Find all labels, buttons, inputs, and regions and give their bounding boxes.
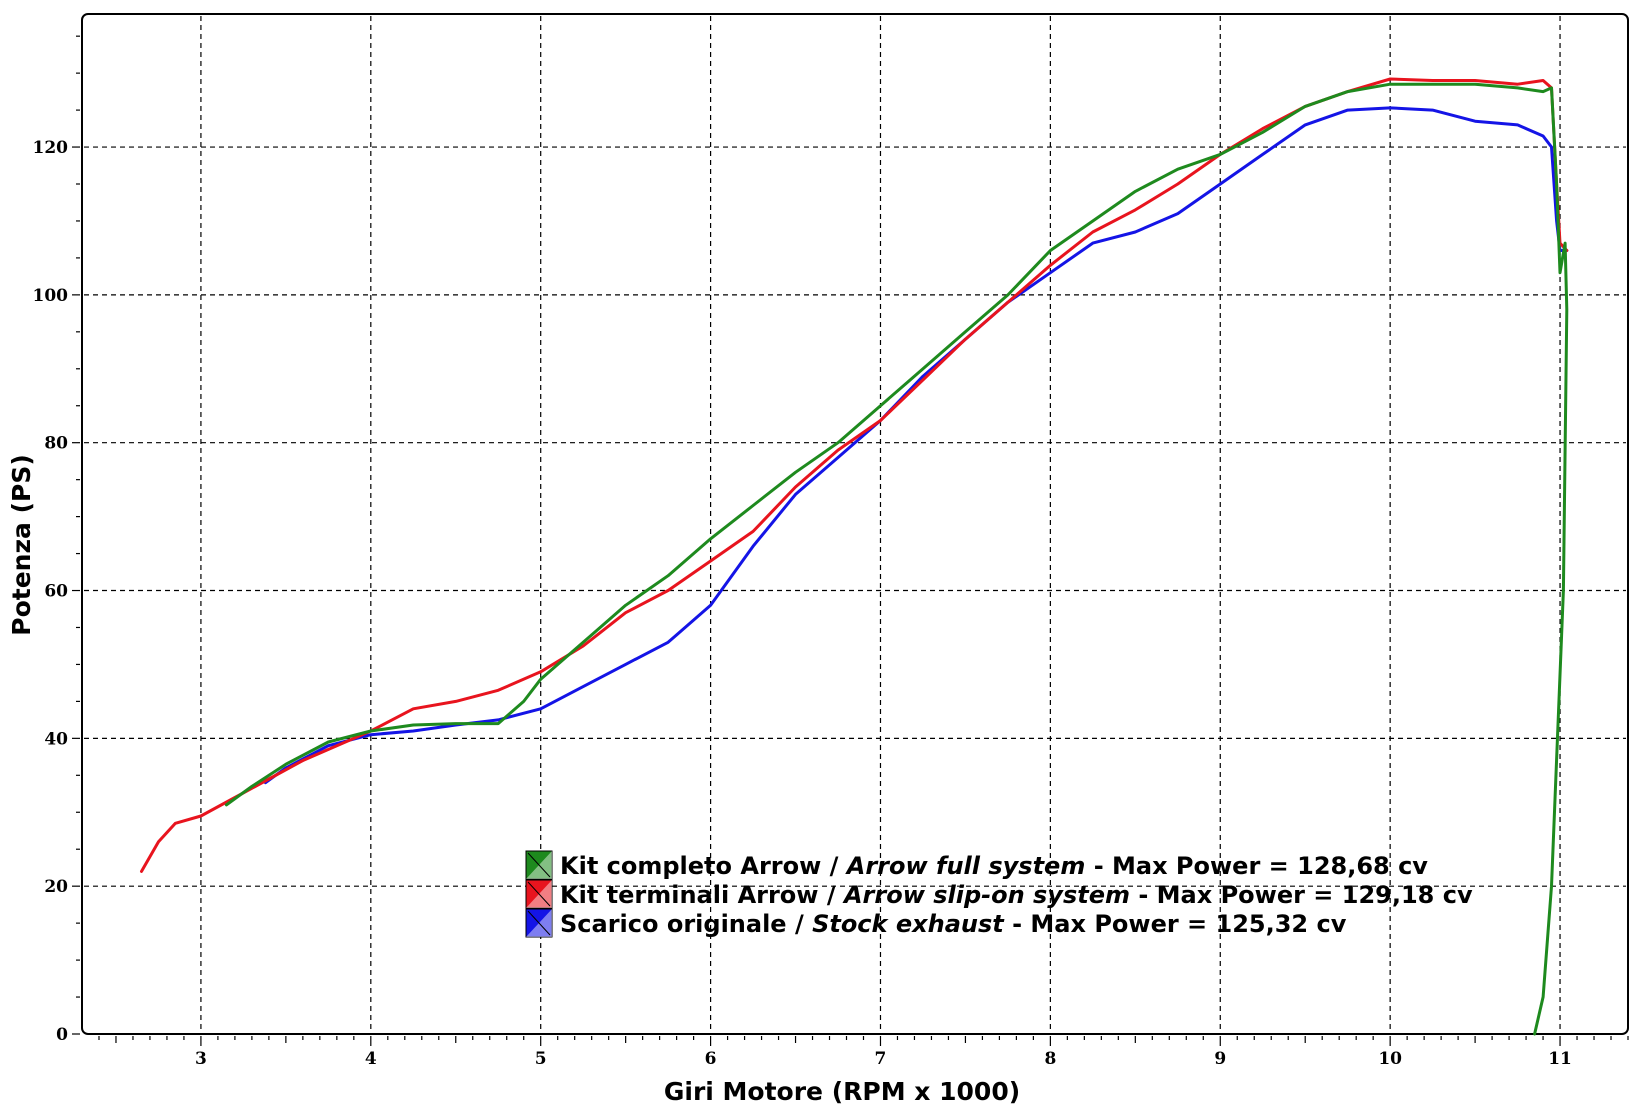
y-tick-label: 0 xyxy=(56,1025,68,1045)
legend-name-en: Arrow slip-on system xyxy=(842,881,1130,909)
y-tick-label: 40 xyxy=(44,729,68,749)
legend-name-en: Stock exhaust xyxy=(812,910,1005,938)
x-tick-label: 5 xyxy=(535,1049,547,1069)
legend-item-1: Kit completo Arrow / Arrow full system -… xyxy=(525,850,1428,880)
x-tick-label: 8 xyxy=(1044,1049,1056,1069)
legend-max-power: - Max Power = 129,18 cv xyxy=(1130,881,1473,909)
y-tick-labels: 0 20 40 60 80 100 120 xyxy=(33,138,69,1045)
grid-lines xyxy=(84,16,1626,1032)
legend-name-en: Arrow full system xyxy=(845,852,1086,880)
legend-name: Kit terminali Arrow / xyxy=(560,881,844,909)
y-tick-label: 100 xyxy=(33,286,69,306)
y-tick-label: 60 xyxy=(44,582,68,602)
x-tick-label: 3 xyxy=(195,1049,207,1069)
legend-swatch-diagonal xyxy=(527,852,551,878)
y-axis-title: Potenza (PS) xyxy=(7,454,36,636)
legend-max-power: - Max Power = 128,68 cv xyxy=(1085,852,1428,880)
series-line-2 xyxy=(140,77,1569,873)
y-tick-label: 120 xyxy=(33,138,69,158)
legend: Kit completo Arrow / Arrow full system -… xyxy=(525,850,1473,938)
x-tick-label: 10 xyxy=(1378,1049,1402,1069)
legend-swatch-diagonal xyxy=(527,881,551,907)
y-tick-label: 80 xyxy=(44,434,68,454)
legend-label: Scarico originale / Stock exhaust - Max … xyxy=(560,910,1347,938)
legend-name: Scarico originale / xyxy=(560,910,812,938)
x-tick-label: 4 xyxy=(365,1049,377,1069)
y-tick-label: 20 xyxy=(44,877,68,897)
x-tick-label: 6 xyxy=(705,1049,717,1069)
x-tick-label: 9 xyxy=(1214,1049,1226,1069)
legend-item-3: Scarico originale / Stock exhaust - Max … xyxy=(525,908,1347,938)
x-tick-labels: 3 4 5 6 7 8 9 10 11 xyxy=(195,1049,1572,1069)
legend-swatch-diagonal xyxy=(527,910,551,936)
series-line-1 xyxy=(224,82,1569,1036)
minor-ticks xyxy=(72,35,1629,1046)
series-lines xyxy=(140,77,1569,1036)
legend-label: Kit terminali Arrow / Arrow slip-on syst… xyxy=(560,881,1473,909)
legend-max-power: - Max Power = 125,32 cv xyxy=(1004,910,1347,938)
legend-item-2: Kit terminali Arrow / Arrow slip-on syst… xyxy=(525,879,1473,909)
plot-area xyxy=(81,13,1629,1035)
x-axis-title: Giri Motore (RPM x 1000) xyxy=(664,1077,1020,1106)
legend-label: Kit completo Arrow / Arrow full system -… xyxy=(560,852,1428,880)
legend-name: Kit completo Arrow / xyxy=(560,852,847,880)
x-tick-label: 11 xyxy=(1548,1049,1572,1069)
x-tick-label: 7 xyxy=(875,1049,887,1069)
